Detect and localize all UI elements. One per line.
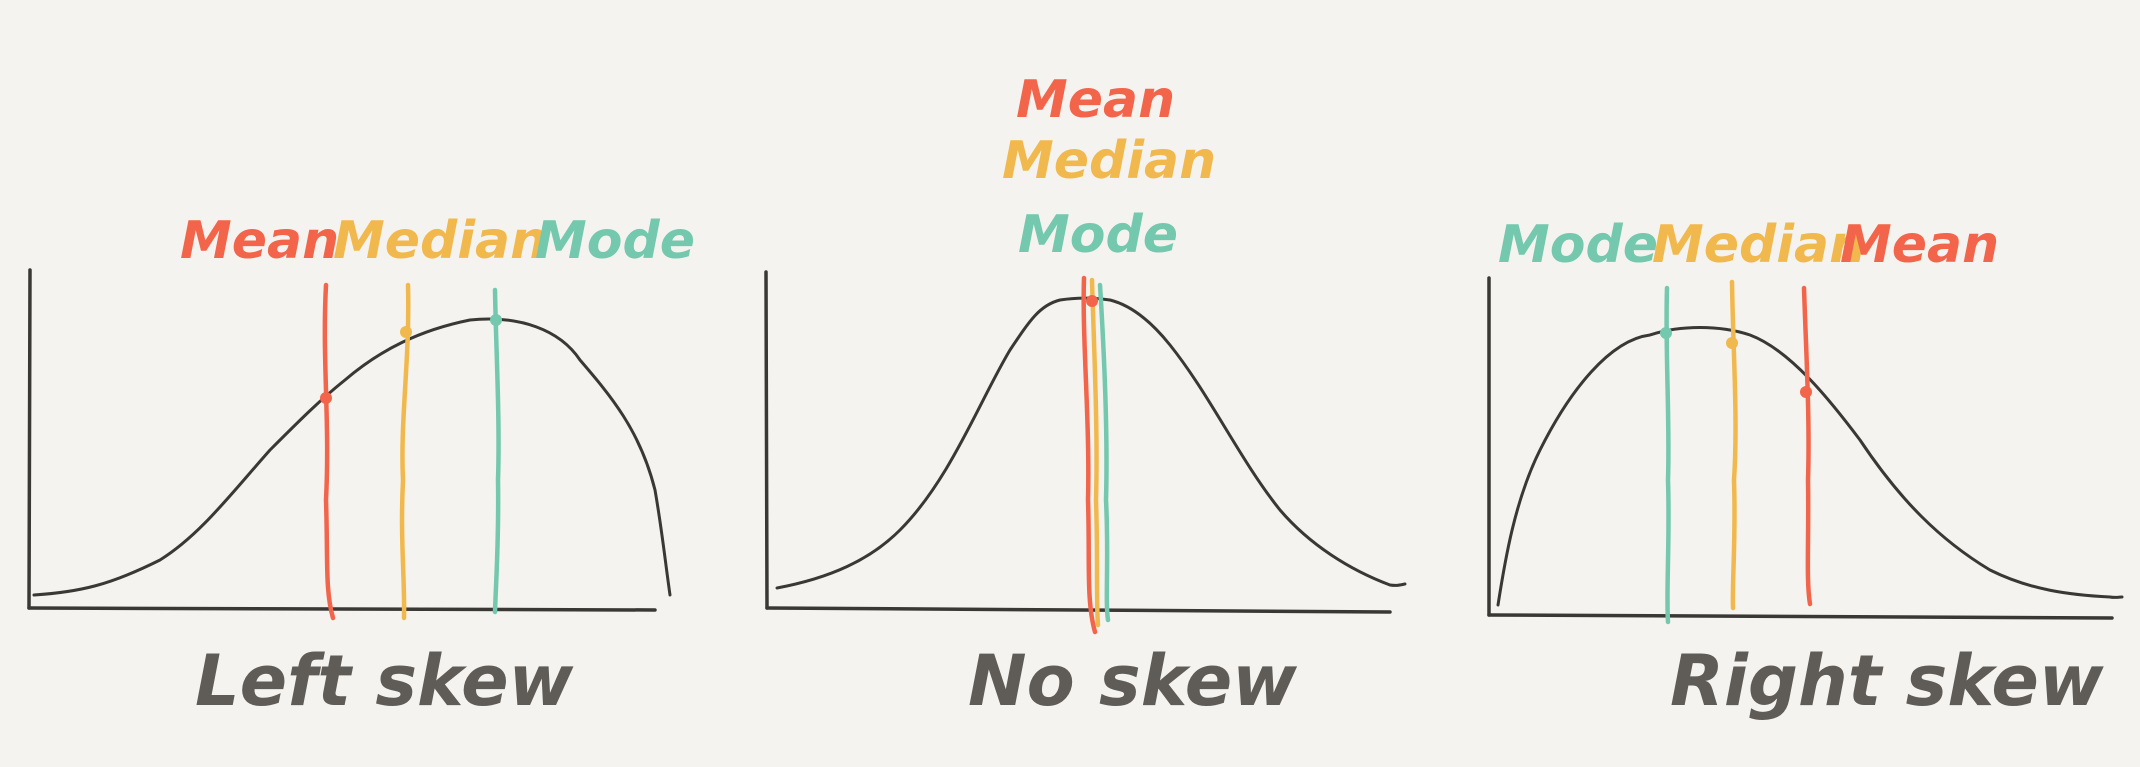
- panel-caption: Right skew: [1670, 640, 2104, 722]
- center-marker: [1086, 295, 1098, 307]
- median-line: [1089, 277, 1101, 628]
- mode-line: [1097, 282, 1111, 623]
- median-line: [399, 282, 411, 621]
- panel-right-skew: Mode Median Mean Right skew: [1487, 215, 2124, 722]
- mode-label: Mode: [1018, 205, 1178, 265]
- median-marker: [400, 326, 412, 338]
- panel-no-skew: Mean Median Mode No skew: [764, 70, 1407, 722]
- mode-marker: [1660, 327, 1672, 339]
- mode-marker: [490, 314, 502, 326]
- median-label: Median: [1002, 131, 1216, 191]
- panel-left-skew: Mean Median Mode Left skew: [27, 211, 695, 722]
- panel-caption: Left skew: [195, 640, 574, 722]
- mean-marker: [320, 392, 332, 404]
- median-label: Median: [333, 211, 547, 271]
- mean-line: [322, 282, 336, 621]
- distribution-curve: [1496, 326, 2124, 607]
- mean-label: Mean: [1016, 70, 1175, 130]
- median-label: Median: [1652, 215, 1866, 275]
- panel-caption: No skew: [968, 640, 1297, 722]
- mean-line: [1081, 275, 1098, 635]
- distribution-curve: [32, 317, 672, 597]
- mean-marker: [1800, 386, 1812, 398]
- y-axis: [764, 270, 769, 610]
- mean-label: Mean: [180, 211, 339, 271]
- median-line: [1729, 279, 1738, 611]
- x-axis: [27, 606, 657, 612]
- x-axis: [1487, 613, 2114, 620]
- mode-label: Mode: [535, 211, 695, 271]
- y-axis: [27, 268, 32, 610]
- mode-line: [1664, 285, 1671, 625]
- mean-line: [1801, 285, 1813, 607]
- median-marker: [1726, 337, 1738, 349]
- mode-label: Mode: [1498, 215, 1658, 275]
- mode-line: [492, 287, 501, 615]
- distribution-curve: [775, 296, 1407, 590]
- mean-label: Mean: [1840, 215, 1999, 275]
- x-axis: [765, 606, 1392, 614]
